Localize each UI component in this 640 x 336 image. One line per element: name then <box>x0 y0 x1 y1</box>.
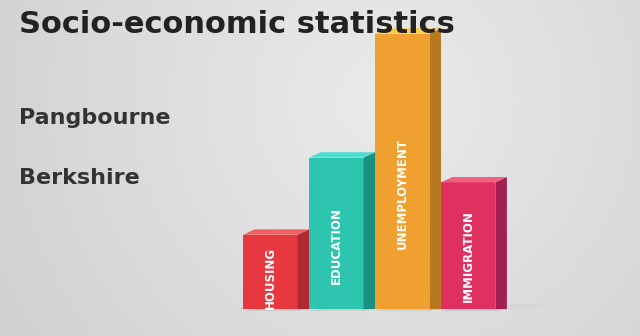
Polygon shape <box>309 152 375 158</box>
Text: Pangbourne: Pangbourne <box>19 108 171 128</box>
Polygon shape <box>375 34 429 309</box>
Text: UNEMPLOYMENT: UNEMPLOYMENT <box>396 138 409 249</box>
Polygon shape <box>441 177 507 182</box>
Polygon shape <box>237 304 543 309</box>
Polygon shape <box>309 158 364 309</box>
Text: EDUCATION: EDUCATION <box>330 207 343 284</box>
Polygon shape <box>375 308 441 311</box>
Polygon shape <box>298 229 309 309</box>
Polygon shape <box>429 28 441 309</box>
Text: Berkshire: Berkshire <box>19 168 140 188</box>
Polygon shape <box>441 308 507 311</box>
Polygon shape <box>375 28 441 34</box>
Polygon shape <box>364 152 375 309</box>
Polygon shape <box>309 308 375 311</box>
Polygon shape <box>441 182 495 309</box>
Polygon shape <box>243 308 309 311</box>
Text: IMMIGRATION: IMMIGRATION <box>461 210 475 302</box>
Polygon shape <box>243 235 298 309</box>
Polygon shape <box>243 229 309 235</box>
Text: HOUSING: HOUSING <box>264 247 277 309</box>
Polygon shape <box>495 177 507 309</box>
Text: Socio-economic statistics: Socio-economic statistics <box>19 10 455 39</box>
